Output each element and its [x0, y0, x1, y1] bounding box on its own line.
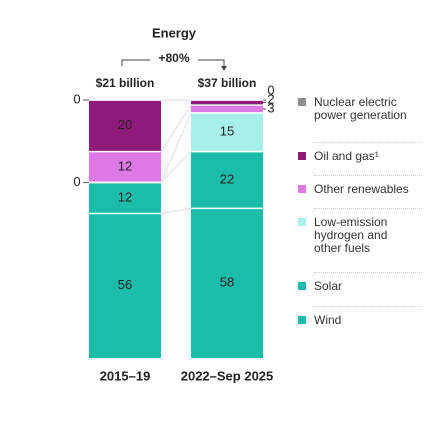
legend-label: Low-emission hydrogen and other fuels	[314, 215, 388, 255]
data-label: 56	[118, 277, 132, 292]
bar-segment	[191, 208, 263, 358]
bar-total: $37 billion	[198, 76, 257, 90]
data-label: 22	[220, 171, 234, 186]
legend-swatch	[298, 282, 306, 290]
bar-segment	[191, 105, 263, 113]
data-label: 0	[267, 82, 274, 97]
bar-segment	[89, 151, 161, 183]
legend-swatch	[298, 316, 306, 324]
legend-swatch	[298, 218, 306, 226]
legend-swatch	[298, 152, 306, 160]
legend-separator	[314, 142, 422, 143]
bar-segment	[89, 213, 161, 358]
data-label: 15	[220, 124, 234, 139]
data-label: 3	[267, 100, 274, 115]
data-label: 58	[220, 275, 234, 290]
bar-segment	[89, 182, 161, 214]
x-tick-label: 2022–Sep 2025	[181, 368, 274, 383]
data-label: 0	[73, 174, 80, 189]
chart-title: Energy	[152, 25, 197, 40]
bar-total: $21 billion	[96, 76, 155, 90]
legend-label: Nuclear electric power generation	[314, 95, 407, 122]
legend-item: Low-emission hydrogen and other fuels	[298, 216, 393, 255]
legend-label: Other renewables	[314, 182, 409, 196]
legend-separator	[314, 175, 422, 176]
x-tick-label: 2015–19	[100, 368, 151, 383]
data-label: 12	[118, 159, 132, 174]
legend-item: Nuclear electric power generation	[298, 96, 413, 122]
growth-arrow	[221, 66, 227, 71]
legend-item: Solar	[298, 280, 408, 293]
connector	[160, 104, 192, 152]
connector	[160, 112, 192, 183]
legend-separator	[314, 306, 422, 307]
legend-separator	[314, 208, 422, 209]
connector	[160, 207, 192, 215]
legend-item: Other renewables	[298, 183, 413, 196]
bar-segment	[191, 112, 263, 152]
legend-label: Oil and gas¹	[314, 149, 379, 163]
legend-label: Wind	[314, 313, 342, 327]
legend-swatch	[298, 98, 306, 106]
legend-label: Solar	[314, 279, 343, 293]
legend-separator	[314, 272, 422, 273]
bar-segment	[191, 151, 263, 209]
data-label: 12	[118, 189, 132, 204]
growth-annotation: +80%	[158, 51, 189, 65]
data-label: 20	[118, 117, 132, 132]
data-label: 0	[73, 91, 80, 106]
data-label: 2	[267, 91, 274, 106]
bar-segment	[191, 100, 263, 106]
legend-swatch	[298, 185, 306, 193]
connector	[160, 151, 192, 183]
legend-item: Wind	[298, 314, 408, 327]
bar-segment	[89, 100, 161, 152]
growth-bracket	[121, 59, 225, 68]
legend-item: Oil and gas¹	[298, 150, 408, 163]
